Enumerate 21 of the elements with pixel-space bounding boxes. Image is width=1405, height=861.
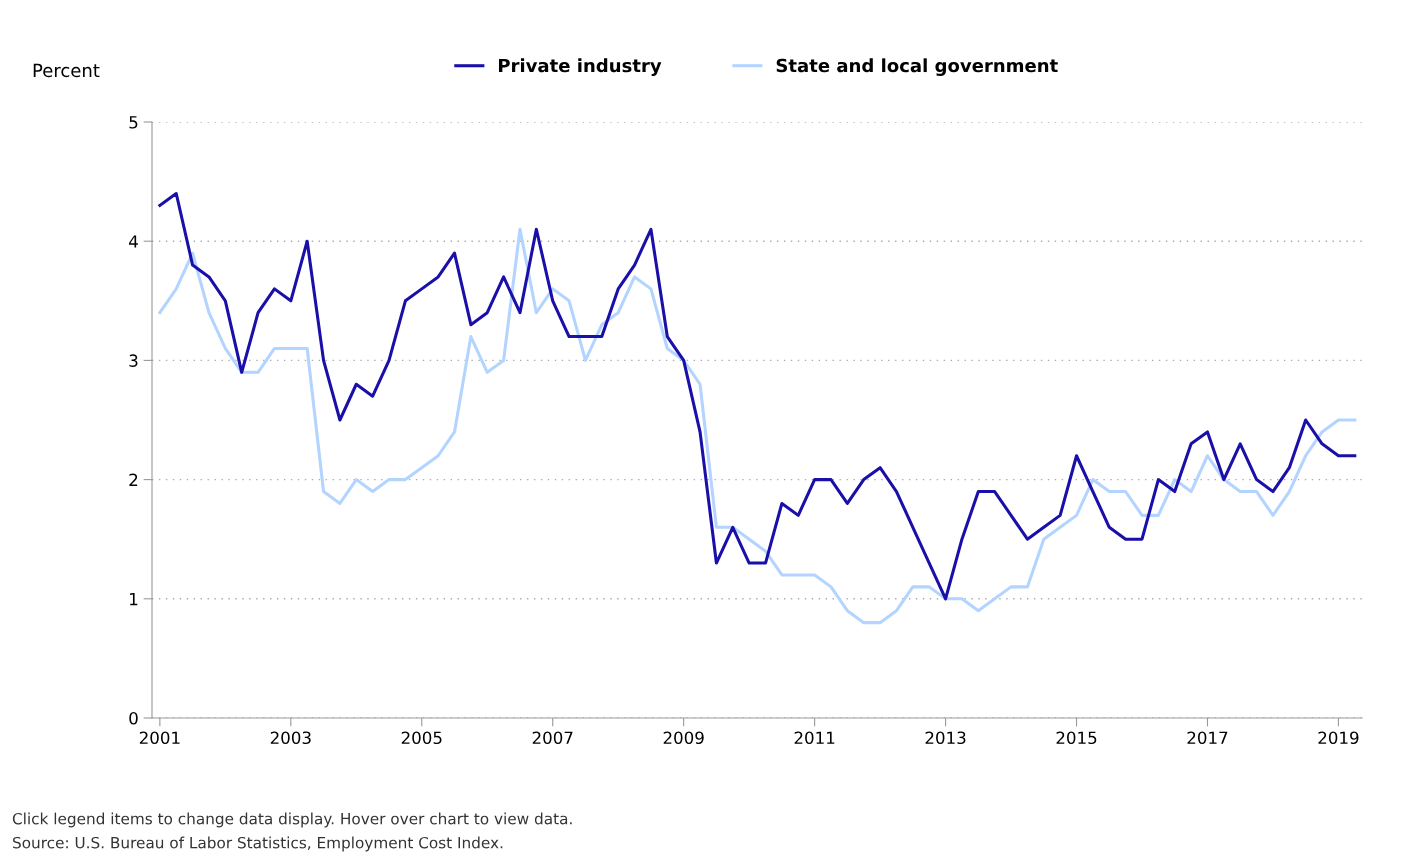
x-tick-label: 2009	[663, 731, 704, 745]
x-tick-label: 2007	[532, 731, 573, 745]
y-tick-label: 2	[129, 473, 138, 486]
y-axis-title: Percent	[33, 63, 100, 78]
x-tick-label: 2001	[139, 731, 180, 745]
legend-label: State and local government	[776, 58, 1058, 76]
legend-label: Private industry	[498, 58, 662, 76]
x-tick-label: 2013	[925, 731, 966, 745]
x-tick-label: 2005	[401, 731, 442, 745]
y-tick-label: 1	[130, 592, 138, 606]
y-tick-label: 0	[129, 711, 138, 725]
x-tick-label: 2017	[1187, 731, 1228, 745]
y-tick-label: 3	[129, 354, 138, 367]
y-tick-label: 5	[129, 116, 138, 129]
x-tick-label: 2011	[794, 731, 835, 745]
x-tick-label: 2003	[270, 731, 311, 745]
x-tick-label: 2015	[1056, 731, 1097, 745]
source-note: Source: U.S. Bureau of Labor Statistics, Employment Cost Index.	[13, 836, 503, 852]
text: Click legend items to change data display. Hover over chart to view data.	[12, 812, 572, 828]
y-tick-label: 4	[129, 235, 138, 248]
x-tick-label: 2019	[1318, 731, 1359, 745]
